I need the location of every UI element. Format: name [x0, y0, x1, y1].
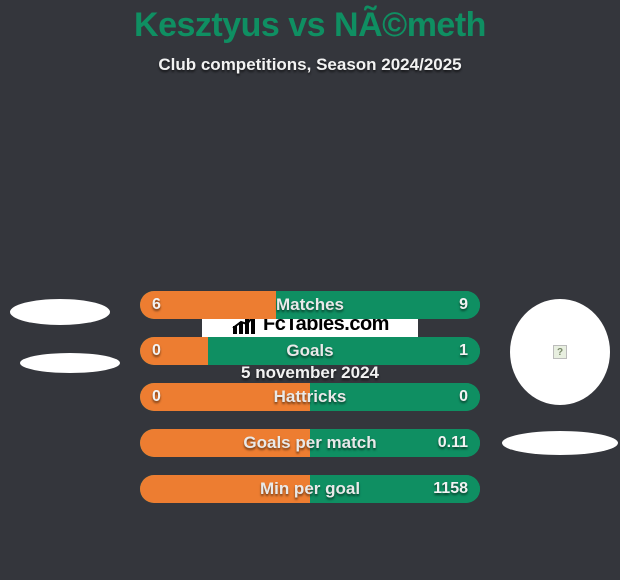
player-photo-right: ?	[510, 299, 610, 405]
stat-value-right: 0.11	[438, 434, 468, 452]
stat-label: Goals	[140, 341, 480, 361]
stat-row: Goals per match0.11	[140, 429, 480, 457]
stat-label: Matches	[140, 295, 480, 315]
stat-label: Hattricks	[140, 387, 480, 407]
stat-label: Goals per match	[140, 433, 480, 453]
stat-value-left: 0	[152, 342, 161, 360]
stat-value-left: 6	[152, 296, 161, 314]
stat-value-right: 1158	[433, 480, 468, 498]
stat-value-right: 9	[459, 296, 468, 314]
stat-row: Min per goal1158	[140, 475, 480, 503]
comparison-title: Kesztyus vs NÃ©meth	[0, 0, 620, 45]
stat-value-left: 0	[152, 388, 161, 406]
stat-label: Min per goal	[140, 479, 480, 499]
player-photo-left	[10, 299, 110, 325]
stat-bars: Matches69Goals01Hattricks00Goals per mat…	[140, 291, 480, 521]
stat-row: Hattricks0 0	[140, 383, 480, 411]
player-shadow-left	[20, 353, 120, 373]
stat-row: Goals0 1	[140, 337, 480, 365]
player-shadow-right	[502, 431, 618, 455]
stat-value-right: 0	[459, 388, 468, 406]
image-placeholder-icon: ?	[553, 345, 567, 359]
stat-value-right: 1	[459, 342, 468, 360]
comparison-stage: ? Matches69Goals01Hattricks00Goals per m…	[0, 303, 620, 383]
stat-row: Matches6 9	[140, 291, 480, 319]
comparison-subtitle: Club competitions, Season 2024/2025	[0, 55, 620, 75]
